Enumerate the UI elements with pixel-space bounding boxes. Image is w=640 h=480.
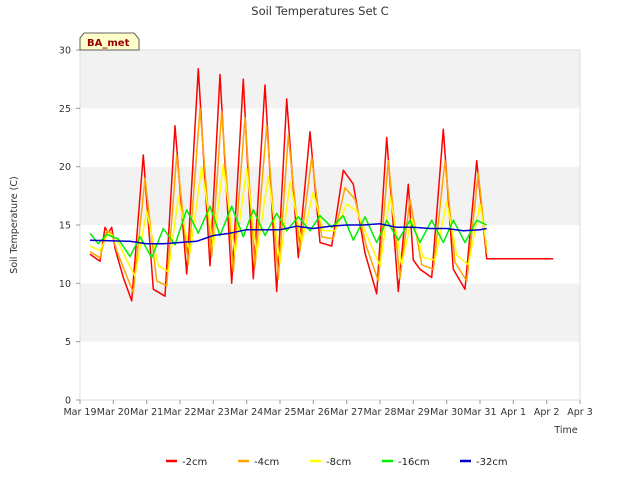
x-tick-label: Mar 19 xyxy=(63,407,96,418)
x-tick-label: Mar 27 xyxy=(330,407,363,418)
x-tick-label: Apr 1 xyxy=(501,407,527,418)
series-line-2cm xyxy=(89,67,554,302)
x-tick-label: Mar 29 xyxy=(397,407,430,418)
x-tick-label: Mar 23 xyxy=(197,407,230,418)
legend-label: -8cm xyxy=(326,457,351,468)
series-layer xyxy=(89,67,554,302)
x-tick-label: Mar 21 xyxy=(130,407,163,418)
x-tick-label: Mar 22 xyxy=(163,407,196,418)
series-line-32cm xyxy=(89,223,487,245)
legend-label: -2cm xyxy=(182,457,207,468)
legend-label: -32cm xyxy=(476,457,508,468)
x-tick-label: Mar 26 xyxy=(297,407,330,418)
x-tick-label: Apr 2 xyxy=(534,407,560,418)
badge-box xyxy=(79,32,140,51)
x-tick-label: Apr 3 xyxy=(567,407,593,418)
legend-label: -16cm xyxy=(398,457,430,468)
x-tick-label: Mar 31 xyxy=(463,407,496,418)
chart-title: Soil Temperatures Set C xyxy=(251,4,388,18)
x-axis: Mar 19 Mar 20 Mar 21 Mar 22 Mar 23 Mar 24 Mar … xyxy=(63,400,593,418)
series-line-16cm xyxy=(89,205,488,259)
y-tick-label: 20 xyxy=(59,162,71,173)
x-tick-label: Mar 28 xyxy=(363,407,396,418)
y-tick-label: 15 xyxy=(59,221,71,232)
station-badge: BA_met xyxy=(79,32,140,51)
y-tick-label: 5 xyxy=(65,337,71,348)
legend: -2cm -4cm -8cm -16cm -32cm xyxy=(166,457,508,468)
series-line-8cm xyxy=(89,163,488,278)
y-tick-label: 30 xyxy=(59,46,71,57)
x-tick-label: Mar 25 xyxy=(263,407,296,418)
x-tick-label: Mar 30 xyxy=(430,407,463,418)
y-tick-label: 25 xyxy=(59,104,71,115)
grid-band xyxy=(80,166,580,225)
x-tick-label: Mar 24 xyxy=(230,407,263,418)
grid-band xyxy=(80,108,580,167)
legend-label: -4cm xyxy=(254,457,279,468)
grid-band xyxy=(80,50,580,109)
badge-label: BA_met xyxy=(87,38,130,49)
x-tick-label: Mar 20 xyxy=(97,407,130,418)
grid-band xyxy=(80,341,580,400)
grid-band xyxy=(80,225,580,284)
y-axis-label: Soil Temperature (C) xyxy=(9,176,20,273)
series-line-4cm xyxy=(89,107,488,294)
grid-band xyxy=(80,283,580,342)
y-axis: 0 5 10 15 20 25 30 xyxy=(59,46,80,407)
y-tick-label: 0 xyxy=(65,396,71,407)
y-tick-label: 10 xyxy=(59,279,71,290)
x-axis-label: Time xyxy=(553,425,577,436)
grid-bands xyxy=(80,50,580,400)
